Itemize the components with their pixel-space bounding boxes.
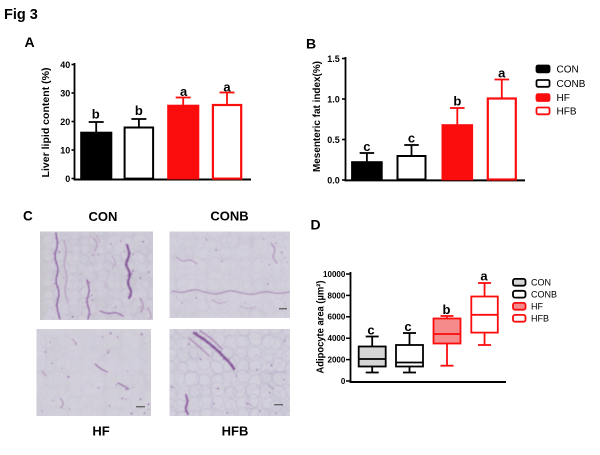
svg-text:0.5: 0.5 [327, 135, 340, 145]
svg-text:0.0: 0.0 [327, 175, 340, 185]
svg-text:c: c [367, 323, 374, 338]
svg-text:2000: 2000 [328, 356, 346, 365]
svg-text:6000: 6000 [328, 313, 346, 322]
svg-text:CONB: CONB [557, 79, 586, 90]
svg-text:C: C [23, 209, 33, 224]
svg-text:HF: HF [92, 424, 109, 439]
svg-text:1.5: 1.5 [327, 54, 340, 64]
svg-text:10000: 10000 [323, 270, 346, 279]
svg-text:HF: HF [557, 93, 570, 104]
svg-text:b: b [443, 302, 451, 317]
svg-text:CONB: CONB [531, 290, 557, 300]
svg-text:b: b [453, 94, 461, 109]
svg-text:B: B [306, 36, 316, 52]
svg-text:b: b [135, 103, 143, 118]
svg-text:a: a [498, 66, 506, 81]
svg-text:0: 0 [341, 377, 346, 386]
svg-text:Adipocyte area (µm²): Adipocyte area (µm²) [316, 281, 327, 374]
svg-text:4000: 4000 [328, 334, 346, 343]
svg-text:Fig 3: Fig 3 [4, 7, 38, 23]
svg-text:HFB: HFB [557, 107, 577, 118]
svg-text:c: c [404, 319, 411, 334]
svg-text:CONB: CONB [210, 209, 248, 224]
svg-text:a: a [223, 80, 231, 95]
svg-text:a: a [180, 84, 188, 99]
svg-text:b: b [92, 107, 100, 122]
svg-text:D: D [311, 216, 321, 232]
svg-text:8000: 8000 [328, 291, 346, 300]
svg-text:Mesenteric fat index(%): Mesenteric fat index(%) [312, 61, 323, 172]
svg-text:A: A [25, 34, 35, 50]
svg-text:c: c [408, 131, 415, 146]
svg-text:HFB: HFB [222, 424, 249, 439]
svg-text:HF: HF [531, 302, 543, 312]
svg-text:1.0: 1.0 [327, 94, 340, 104]
svg-text:a: a [480, 269, 488, 284]
svg-text:10: 10 [60, 145, 70, 155]
svg-text:HFB: HFB [531, 314, 549, 324]
svg-text:CON: CON [89, 209, 118, 224]
svg-text:20: 20 [60, 117, 70, 127]
svg-text:c: c [363, 139, 370, 154]
svg-text:30: 30 [60, 88, 70, 98]
svg-text:CON: CON [531, 278, 551, 288]
svg-text:40: 40 [60, 60, 70, 70]
svg-text:CON: CON [557, 65, 579, 76]
svg-text:0: 0 [65, 174, 70, 184]
svg-text:Liver lipid content (%): Liver lipid content (%) [41, 68, 52, 178]
